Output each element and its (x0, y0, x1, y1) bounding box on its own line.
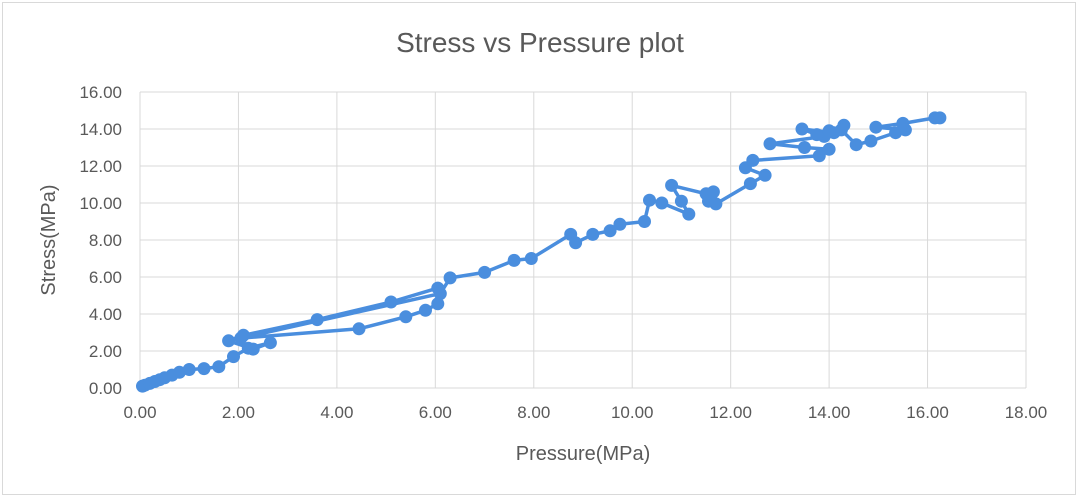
data-point (431, 297, 445, 311)
data-point (443, 271, 457, 285)
data-point (665, 178, 679, 192)
data-point (810, 128, 824, 142)
data-point (399, 310, 413, 324)
x-tick-label: 18.00 (1005, 403, 1048, 422)
data-point (172, 365, 186, 379)
y-tick-label: 8.00 (89, 231, 122, 250)
data-point (849, 138, 863, 152)
x-tick-label: 4.00 (320, 403, 353, 422)
tick-labels: 0.00 2.00 4.00 6.00 8.00 10.00 12.00 14.00 16.00… (79, 83, 1047, 422)
data-point (655, 196, 669, 210)
data-point (352, 322, 366, 336)
data-point (812, 149, 826, 163)
data-point (478, 265, 492, 279)
data-point (586, 227, 600, 241)
data-point (310, 313, 324, 327)
data-point (524, 252, 538, 265)
data-point (613, 217, 627, 231)
y-tick-label: 12.00 (79, 157, 122, 176)
data-point (795, 122, 809, 136)
x-tick-label: 12.00 (709, 403, 752, 422)
data-point (869, 120, 883, 134)
data-point (197, 362, 211, 376)
data-point (682, 207, 696, 221)
y-tick-label: 6.00 (89, 268, 122, 287)
data-point (822, 124, 836, 138)
data-point (834, 123, 848, 137)
y-tick-label: 14.00 (79, 120, 122, 139)
data-point (384, 295, 398, 309)
data-point (896, 116, 910, 130)
data-point (798, 141, 811, 154)
chart-title: Stress vs Pressure plot (396, 27, 684, 58)
data-point (822, 142, 836, 156)
data-point (603, 224, 617, 238)
x-tick-label: 10.00 (611, 403, 654, 422)
data-point (763, 137, 777, 151)
data-point (182, 363, 196, 376)
data-point (743, 177, 757, 191)
data-point (674, 194, 688, 208)
data-point (643, 193, 656, 207)
x-tick-label: 0.00 (123, 403, 156, 422)
data-point (889, 126, 903, 140)
data-point (507, 253, 521, 267)
data-point (419, 303, 432, 317)
data-point (638, 215, 651, 228)
data-point (864, 134, 878, 148)
data-point (212, 360, 226, 374)
y-tick-label: 4.00 (89, 305, 122, 324)
y-axis-label: Stress(MPa) (38, 184, 60, 295)
y-tick-label: 10.00 (79, 194, 122, 213)
data-point (569, 236, 583, 250)
data-point (234, 331, 248, 345)
x-tick-label: 16.00 (906, 403, 949, 422)
data-point (758, 168, 772, 182)
gridlines (139, 91, 1027, 389)
data-point (246, 342, 260, 356)
x-tick-label: 2.00 (222, 403, 255, 422)
data-series (136, 111, 947, 393)
x-tick-label: 8.00 (517, 403, 550, 422)
x-axis-label: Pressure(MPa) (516, 443, 650, 465)
y-tick-label: 16.00 (79, 83, 122, 102)
data-point (933, 111, 947, 125)
data-point (263, 336, 277, 350)
data-point (222, 334, 236, 348)
data-point (227, 350, 240, 364)
x-tick-label: 6.00 (419, 403, 452, 422)
x-tick-label: 14.00 (808, 403, 851, 422)
data-point (433, 287, 447, 301)
y-tick-label: 0.00 (89, 379, 122, 398)
data-point (746, 153, 760, 167)
data-point (709, 197, 723, 211)
y-tick-label: 2.00 (89, 342, 122, 361)
